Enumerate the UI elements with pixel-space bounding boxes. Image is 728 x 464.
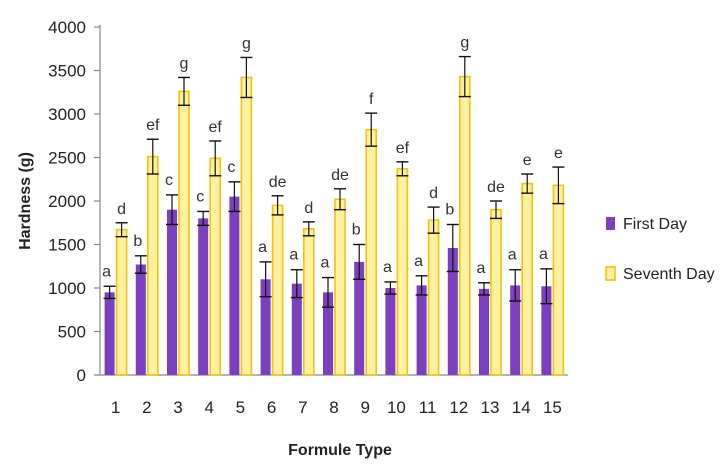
- x-tick-label: 13: [481, 398, 500, 417]
- seventh-day-significance-letter: f: [369, 91, 374, 108]
- bar-seventh-day: [521, 182, 534, 376]
- bar-first-day: [104, 292, 115, 375]
- first-day-significance-letter: c: [165, 172, 173, 189]
- y-tick-label: 3000: [48, 105, 86, 124]
- bar-seventh-day: [334, 198, 346, 376]
- first-day-significance-letter: c: [196, 188, 204, 205]
- bar-seventh-day: [147, 155, 159, 376]
- bar-seventh-day: [302, 228, 315, 376]
- bar-first-day: [541, 286, 552, 375]
- legend-swatch-seventh-day: [605, 266, 616, 281]
- x-tick-label: 2: [142, 398, 151, 417]
- x-axis-title: Formule Type: [288, 442, 392, 459]
- y-tick-label: 500: [58, 323, 86, 342]
- bar-seventh-day: [490, 208, 502, 376]
- y-axis-title: Hardness (g): [17, 152, 34, 250]
- bar-seventh-day: [115, 228, 128, 376]
- first-day-significance-letter: a: [414, 253, 423, 270]
- bar-first-day: [354, 261, 365, 375]
- x-tick-label: 1: [111, 398, 120, 417]
- seventh-day-significance-letter: de: [331, 167, 349, 184]
- y-tick-label: 3500: [48, 62, 86, 81]
- seventh-day-significance-letter: ef: [396, 140, 410, 157]
- legend-label-first-day: First Day: [623, 216, 687, 233]
- y-tick-label: 2000: [48, 192, 86, 211]
- seventh-day-significance-letter: d: [117, 201, 126, 218]
- x-tick-label: 7: [298, 398, 307, 417]
- seventh-day-significance-letter: ef: [209, 119, 223, 136]
- bar-seventh-day: [427, 219, 440, 376]
- first-day-significance-letter: a: [508, 247, 517, 264]
- first-day-significance-letter: b: [445, 201, 454, 218]
- seventh-day-significance-letter: g: [242, 35, 251, 52]
- first-day-significance-letter: a: [289, 247, 298, 264]
- legend-swatch-first-day: [606, 217, 615, 230]
- bar-seventh-day: [178, 90, 190, 376]
- bar-first-day: [447, 247, 458, 375]
- bar-seventh-day: [552, 184, 565, 376]
- bar-first-day: [291, 283, 302, 375]
- seventh-day-significance-letter: d: [304, 200, 313, 217]
- legend-label-seventh-day: Seventh Day: [623, 266, 715, 283]
- bar-first-day: [510, 285, 521, 375]
- y-tick-label: 1500: [48, 236, 86, 255]
- bar-first-day: [167, 209, 177, 375]
- seventh-day-significance-letter: ef: [146, 117, 160, 134]
- first-day-significance-letter: a: [321, 255, 330, 272]
- bar-seventh-day: [365, 128, 378, 376]
- first-day-significance-letter: a: [102, 263, 111, 280]
- y-tick-label: 2500: [48, 149, 86, 168]
- first-day-significance-letter: a: [258, 239, 267, 256]
- first-day-significance-letter: a: [539, 246, 548, 263]
- axes-layer: [94, 25, 568, 376]
- x-tick-label: 11: [419, 398, 437, 417]
- first-day-significance-letter: c: [227, 159, 235, 176]
- y-tick-label: 1000: [48, 279, 86, 298]
- first-day-significance-letter: b: [352, 222, 361, 239]
- first-day-significance-letter: a: [477, 260, 486, 277]
- seventh-day-significance-letter: e: [554, 145, 563, 162]
- bar-first-day: [385, 288, 396, 375]
- bars-layer: [103, 55, 565, 376]
- labels-layer: 05001000150020002500300035004000ad1bef2c…: [48, 18, 563, 417]
- first-day-significance-letter: b: [133, 233, 142, 250]
- bar-seventh-day: [458, 75, 471, 376]
- bar-first-day: [260, 279, 271, 375]
- x-tick-label: 9: [360, 398, 369, 417]
- bar-first-day: [135, 264, 146, 375]
- seventh-day-significance-letter: g: [180, 55, 189, 72]
- bar-seventh-day: [396, 168, 409, 376]
- bar-first-day: [416, 285, 427, 375]
- y-tick-label: 4000: [48, 18, 86, 37]
- seventh-day-significance-letter: g: [460, 35, 469, 52]
- seventh-day-significance-letter: de: [269, 174, 287, 191]
- bar-seventh-day: [271, 204, 284, 376]
- legend: First Day Seventh Day: [605, 216, 715, 283]
- x-tick-label: 6: [267, 398, 276, 417]
- bar-first-day: [479, 288, 489, 375]
- x-tick-label: 14: [512, 398, 531, 417]
- x-tick-label: 8: [329, 398, 338, 417]
- x-tick-label: 15: [543, 398, 562, 417]
- seventh-day-significance-letter: e: [523, 152, 532, 169]
- y-tick-label: 0: [77, 366, 86, 385]
- x-tick-label: 4: [204, 398, 213, 417]
- bar-first-day: [229, 196, 240, 375]
- bar-seventh-day: [209, 157, 221, 376]
- bar-first-day: [198, 218, 209, 375]
- bar-first-day: [323, 292, 333, 375]
- x-tick-label: 5: [236, 398, 245, 417]
- first-day-significance-letter: a: [383, 259, 392, 276]
- x-tick-label: 10: [387, 398, 406, 417]
- x-tick-label: 12: [449, 398, 468, 417]
- bar-seventh-day: [240, 76, 253, 376]
- seventh-day-significance-letter: d: [429, 185, 438, 202]
- seventh-day-significance-letter: de: [487, 179, 505, 196]
- x-tick-label: 3: [173, 398, 182, 417]
